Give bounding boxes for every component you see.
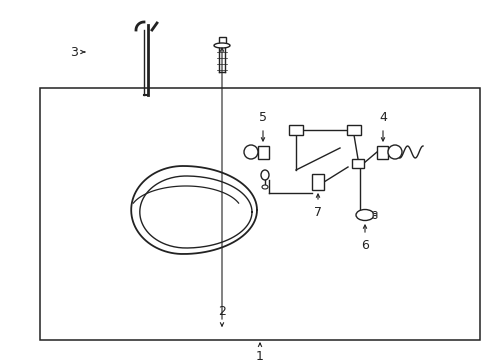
- Ellipse shape: [372, 213, 376, 216]
- Circle shape: [244, 145, 258, 159]
- Text: 6: 6: [360, 239, 368, 252]
- Ellipse shape: [214, 43, 229, 48]
- Circle shape: [387, 145, 401, 159]
- Ellipse shape: [372, 216, 376, 219]
- Bar: [258, 145, 268, 158]
- Text: 7: 7: [313, 206, 321, 219]
- Bar: [351, 158, 363, 167]
- Text: 4: 4: [378, 111, 386, 124]
- Bar: [311, 174, 324, 190]
- Polygon shape: [140, 176, 251, 248]
- Text: 5: 5: [259, 111, 266, 124]
- Ellipse shape: [355, 210, 373, 220]
- Bar: [288, 125, 303, 135]
- Ellipse shape: [372, 211, 376, 215]
- Bar: [218, 36, 225, 44]
- Text: 1: 1: [256, 350, 264, 360]
- Bar: [40, 88, 479, 340]
- Text: 3: 3: [70, 45, 78, 58]
- Text: 2: 2: [218, 305, 225, 318]
- Ellipse shape: [261, 170, 268, 180]
- Bar: [346, 125, 360, 135]
- Bar: [376, 145, 387, 158]
- Ellipse shape: [262, 185, 267, 189]
